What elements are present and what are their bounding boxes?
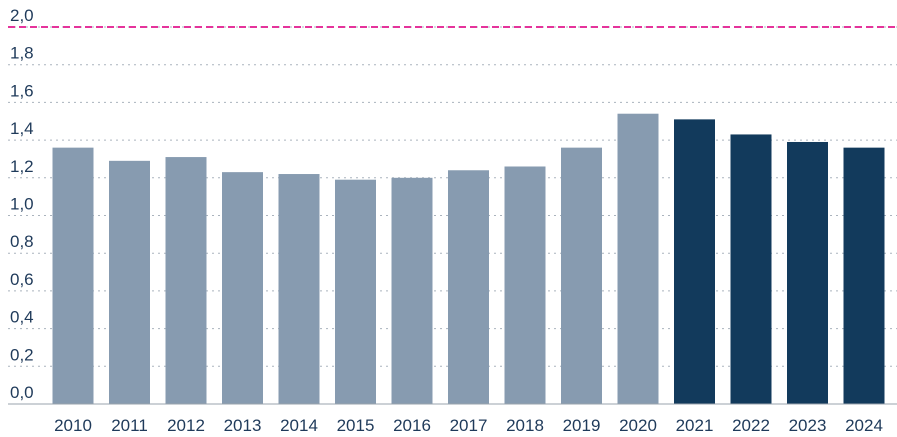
- x-tick-label: 2024: [845, 416, 883, 435]
- x-tick-label: 2018: [506, 416, 544, 435]
- x-tick-label: 2014: [280, 416, 318, 435]
- y-tick-label: 0,8: [10, 232, 34, 251]
- bar: [504, 166, 546, 404]
- x-tick-label: 2012: [167, 416, 205, 435]
- bar: [391, 177, 433, 404]
- x-tick-label: 2010: [54, 416, 92, 435]
- bar: [843, 147, 885, 404]
- y-tick-label: 2,0: [10, 6, 34, 25]
- y-tick-label: 0,0: [10, 383, 34, 402]
- bar: [617, 113, 659, 405]
- y-tick-label: 0,2: [10, 345, 34, 364]
- x-tick-label: 2022: [732, 416, 770, 435]
- bar: [278, 174, 320, 404]
- x-tick-label: 2023: [789, 416, 827, 435]
- y-tick-label: 1,0: [10, 195, 34, 214]
- y-tick-label: 1,8: [10, 44, 34, 63]
- bar: [222, 172, 263, 404]
- x-tick-label: 2017: [450, 416, 488, 435]
- bar: [674, 119, 715, 405]
- x-tick-label: 2019: [563, 416, 601, 435]
- bar: [787, 141, 828, 405]
- x-tick-label: 2021: [676, 416, 714, 435]
- x-tick-label: 2015: [337, 416, 375, 435]
- bar: [561, 147, 602, 404]
- y-tick-label: 1,6: [10, 81, 34, 100]
- x-tick-label: 2011: [111, 416, 148, 435]
- bar: [52, 147, 94, 404]
- x-tick-label: 2016: [393, 416, 431, 435]
- bar: [335, 179, 376, 404]
- y-tick-label: 0,6: [10, 270, 34, 289]
- y-tick-label: 0,4: [10, 308, 34, 327]
- bar: [165, 157, 207, 404]
- y-tick-label: 1,4: [10, 119, 34, 138]
- x-tick-label: 2020: [619, 416, 657, 435]
- bar: [109, 160, 150, 404]
- bar: [448, 170, 489, 404]
- bar: [730, 134, 772, 404]
- x-tick-label: 2013: [224, 416, 262, 435]
- y-tick-label: 1,2: [10, 157, 34, 176]
